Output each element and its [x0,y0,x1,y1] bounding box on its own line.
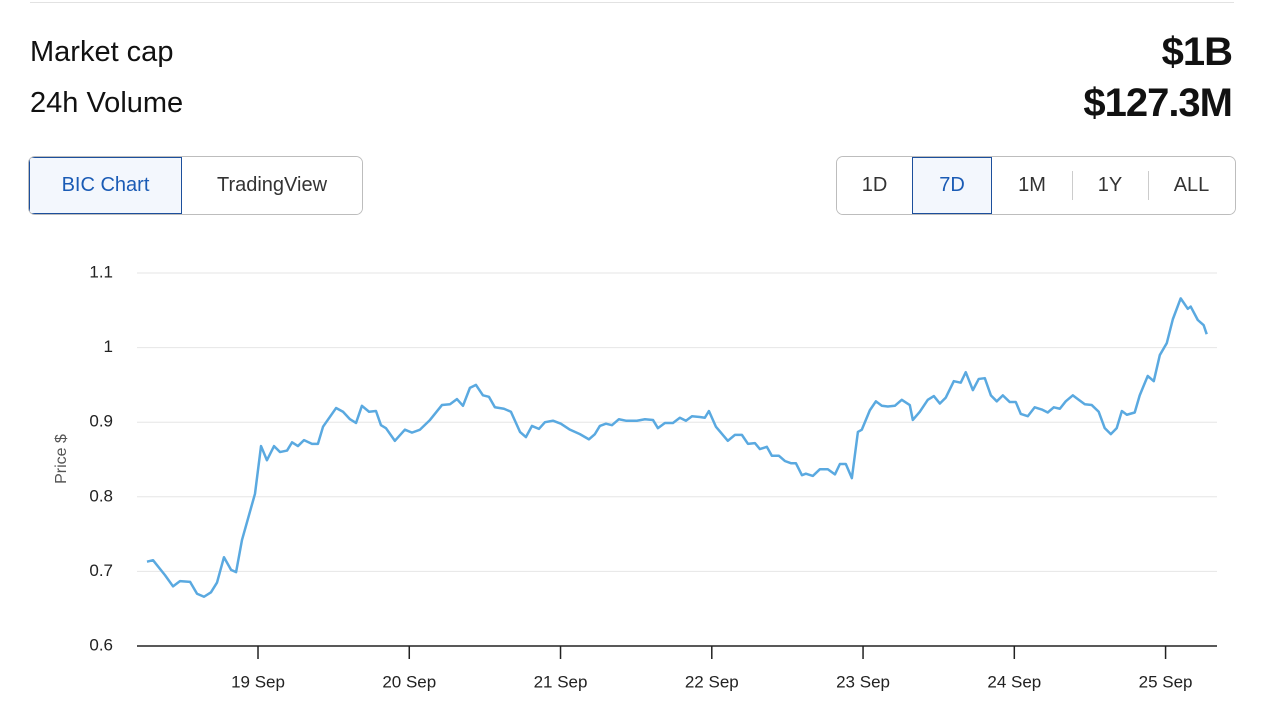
range-tab[interactable]: 1Y [1072,157,1148,214]
range-tabs: 1D 7D 1M 1Y ALL [836,156,1236,215]
range-tab[interactable]: 7D [912,157,992,214]
y-tick-label: 1 [104,337,113,356]
x-tick-label: 20 Sep [382,672,436,691]
y-tick-label: 0.8 [89,486,113,505]
range-tab[interactable]: ALL [1148,157,1235,214]
y-tick-label: 0.6 [89,635,113,654]
y-axis-label: Price $ [53,434,70,484]
source-tabs: BIC Chart TradingView [28,156,363,215]
source-tab[interactable]: BIC Chart [29,157,182,214]
stat-label: 24h Volume [30,87,184,119]
y-tick-label: 0.9 [89,412,113,431]
x-tick-label: 19 Sep [231,672,285,691]
range-tab[interactable]: 1M [992,157,1072,214]
y-tick-label: 1.1 [89,262,113,281]
x-tick-label: 25 Sep [1139,672,1193,691]
stat-value: $127.3M [1083,81,1233,125]
divider [30,2,1234,3]
x-tick-label: 23 Sep [836,672,890,691]
y-tick-label: 0.7 [89,561,113,580]
x-tick-label: 21 Sep [534,672,588,691]
source-tab[interactable]: TradingView [182,157,362,214]
price-line [146,297,1208,599]
x-tick-label: 24 Sep [987,672,1041,691]
range-tab[interactable]: 1D [837,157,912,214]
stat-label: Market cap [30,36,174,68]
x-tick-label: 22 Sep [685,672,739,691]
stat-value: $1B [1161,30,1233,74]
